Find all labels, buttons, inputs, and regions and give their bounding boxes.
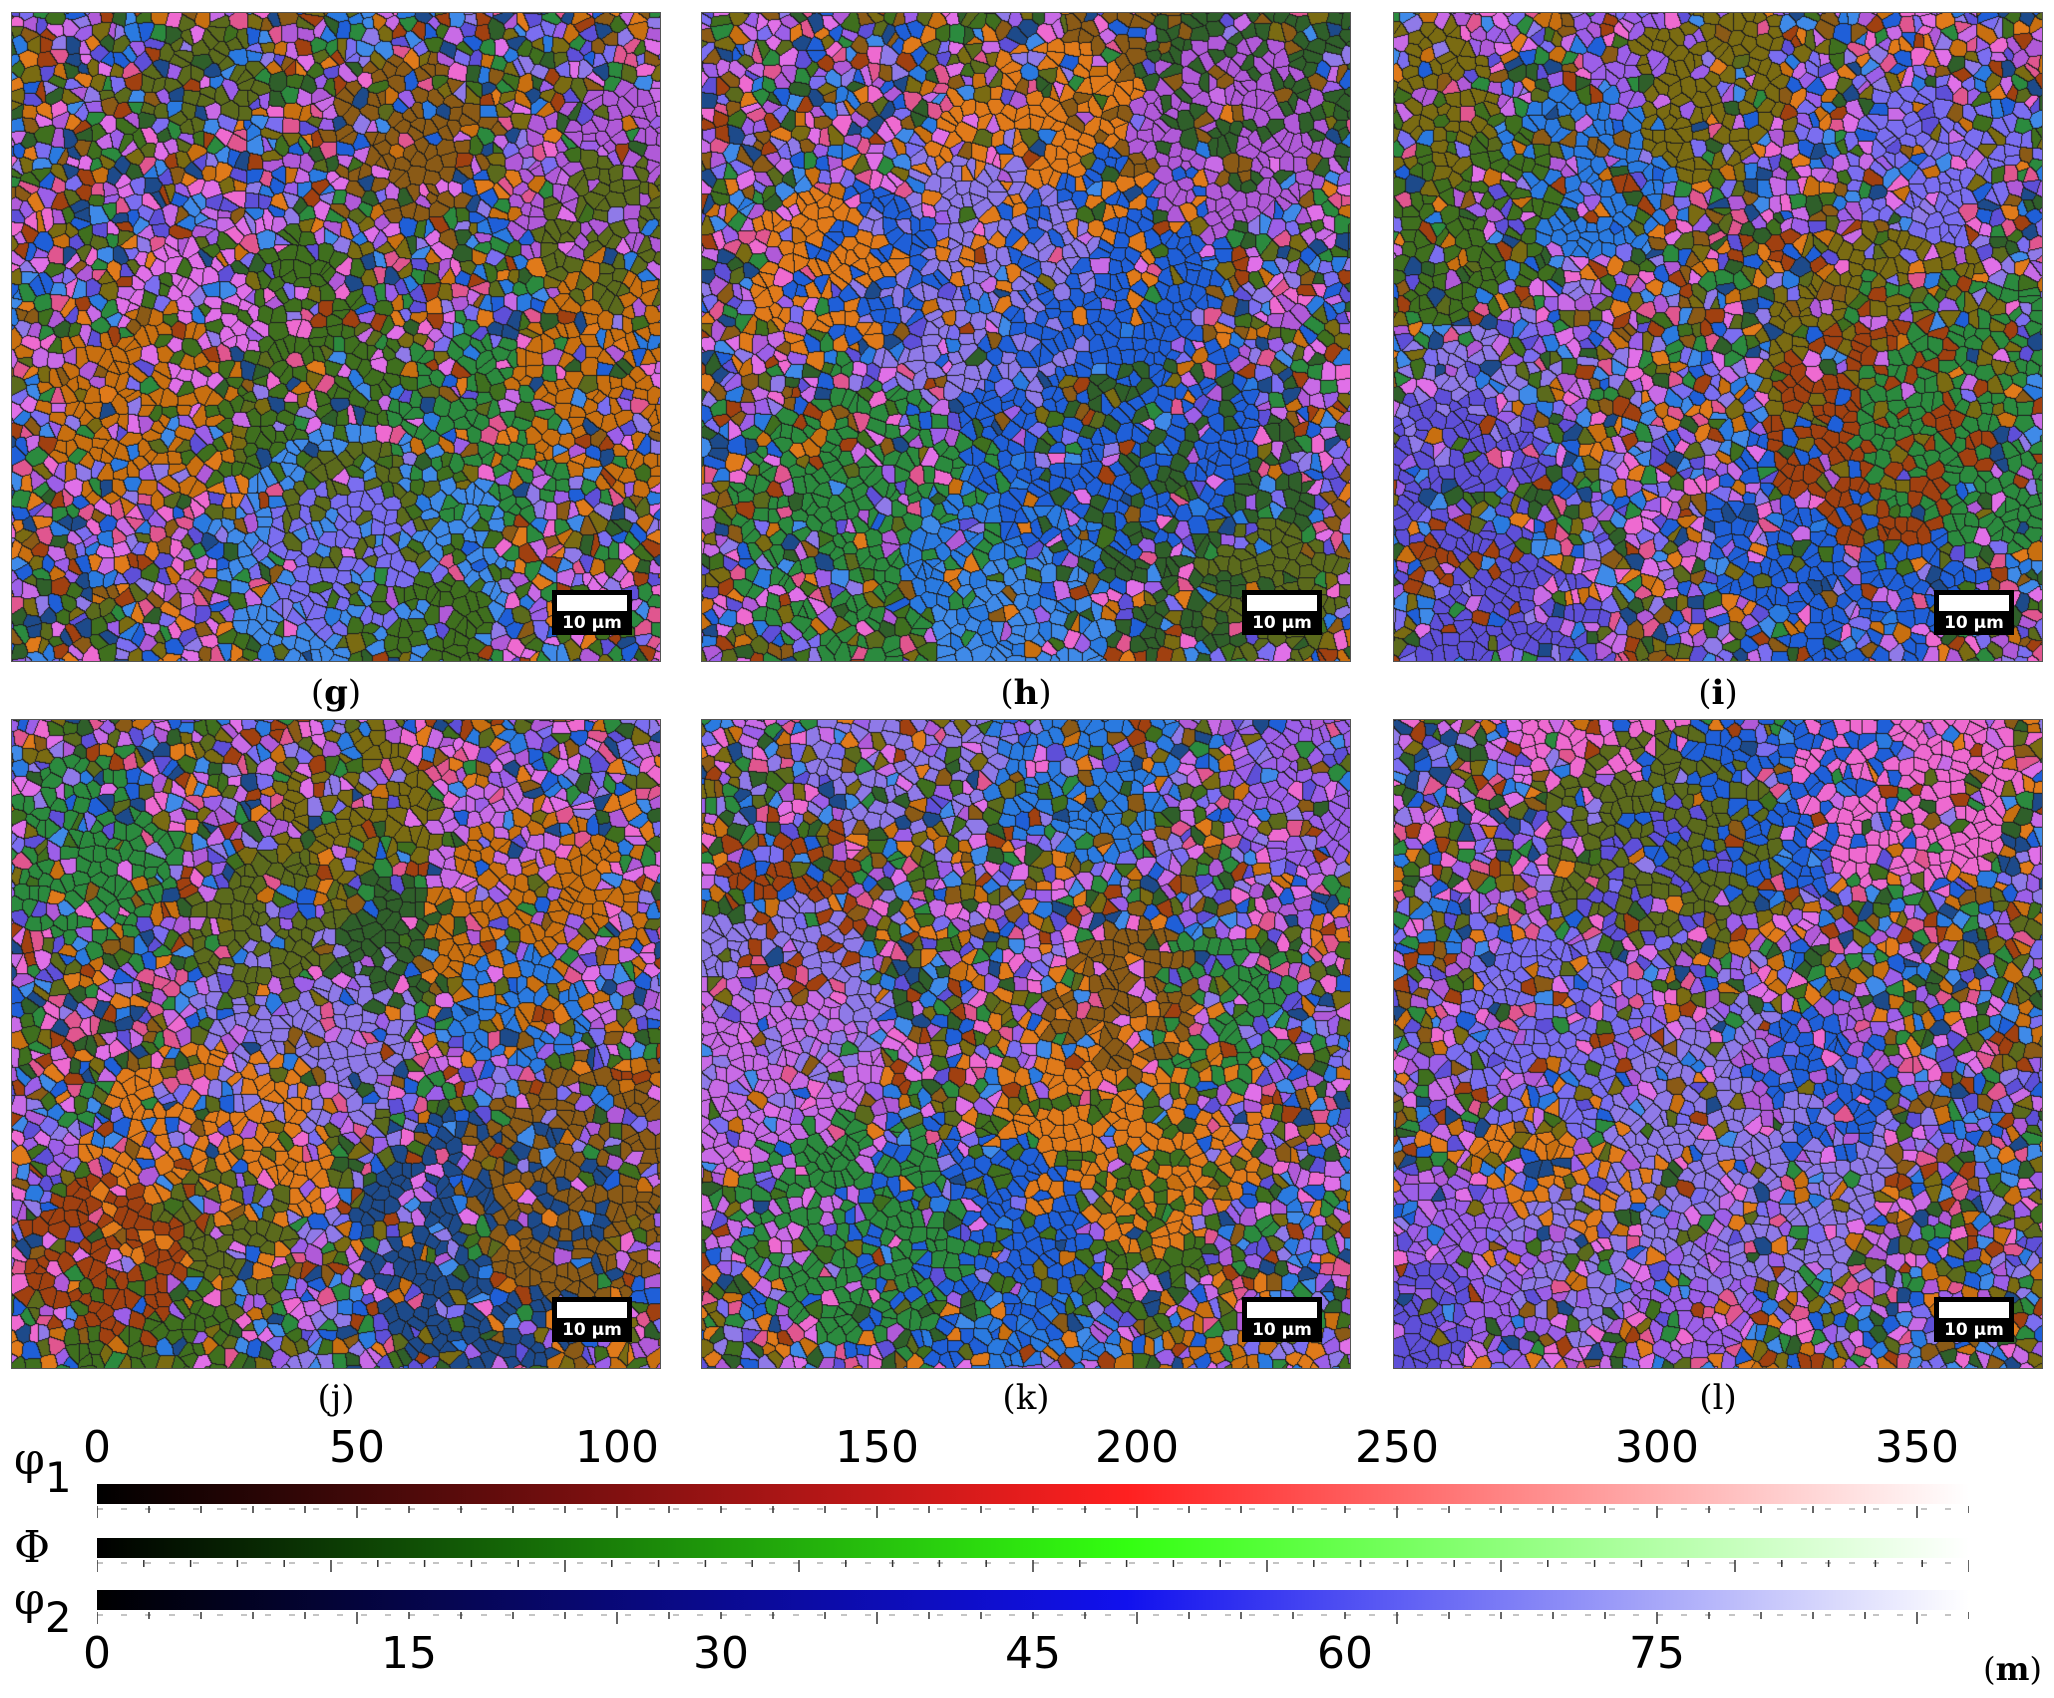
ebsd-map-h: 10 µm (701, 12, 1351, 662)
ebsd-map-l: 10 µm (1393, 719, 2043, 1369)
scale-bar-label: 10 µm (1944, 613, 2004, 633)
euler-angle-legend: φ1 0 50 100 150 200 250 300 350 Φ φ2 0 15 30 45 60 7… (0, 1410, 2054, 1698)
Phi-tick-marks (97, 1560, 1969, 1572)
phi2-tick-marks (97, 1612, 1969, 1624)
tick-label: 15 (381, 1628, 437, 1679)
tick-label: 200 (1095, 1422, 1179, 1473)
tick-label: 150 (835, 1422, 919, 1473)
scale-bar-label: 10 µm (1252, 1320, 1312, 1340)
tick-label: 250 (1355, 1422, 1439, 1473)
tick-label: 45 (1005, 1628, 1061, 1679)
phi1-tick-marks (97, 1506, 1969, 1518)
grain-map-canvas (1394, 13, 2042, 661)
tick-label: 350 (1875, 1422, 1959, 1473)
scale-bar-label: 10 µm (562, 1320, 622, 1340)
ebsd-map-g: 10 µm (11, 12, 661, 662)
panel-label-i: (i) (1698, 673, 1738, 713)
scale-bar: 10 µm (1242, 590, 1322, 635)
scale-bar-label: 10 µm (1944, 1320, 2004, 1340)
ebsd-map-j: 10 µm (11, 719, 661, 1369)
scale-bar-line (1247, 595, 1317, 611)
scale-bar-line (557, 595, 627, 611)
tick-label: 75 (1629, 1628, 1685, 1679)
panel-label-j: (j) (317, 1378, 355, 1418)
tick-label: 0 (83, 1422, 111, 1473)
scale-bar: 10 µm (552, 590, 632, 635)
Phi-color-bar (97, 1538, 1969, 1558)
phi1-symbol: φ1 (14, 1434, 72, 1502)
scale-bar-label: 10 µm (1252, 613, 1312, 633)
scale-bar-line (1939, 595, 2009, 611)
phi2-symbol: φ2 (14, 1574, 72, 1642)
tick-label: 50 (329, 1422, 385, 1473)
tick-label: 0 (83, 1628, 111, 1679)
ebsd-map-k: 10 µm (701, 719, 1351, 1369)
panel-label-h: (h) (1000, 673, 1052, 713)
figure-label-m: (m) (1983, 1650, 2042, 1688)
panel-label-k: (k) (1002, 1378, 1050, 1418)
panel-label-l: (l) (1699, 1378, 1737, 1418)
tick-label: 30 (693, 1628, 749, 1679)
scale-bar-line (1939, 1302, 2009, 1318)
grain-map-canvas (12, 720, 660, 1368)
grain-map-canvas (12, 13, 660, 661)
phi2-color-bar (97, 1590, 1969, 1610)
grain-map-canvas (1394, 720, 2042, 1368)
panel-label-g: (g) (310, 673, 362, 713)
scale-bar: 10 µm (1934, 590, 2014, 635)
grain-map-canvas (702, 720, 1350, 1368)
tick-label: 100 (575, 1422, 659, 1473)
scale-bar-line (557, 1302, 627, 1318)
tick-label: 60 (1317, 1628, 1373, 1679)
scale-bar-line (1247, 1302, 1317, 1318)
scale-bar-label: 10 µm (562, 613, 622, 633)
tick-label: 300 (1615, 1422, 1699, 1473)
grain-map-canvas (702, 13, 1350, 661)
scale-bar: 10 µm (552, 1297, 632, 1342)
ebsd-map-i: 10 µm (1393, 12, 2043, 662)
scale-bar: 10 µm (1242, 1297, 1322, 1342)
phi1-color-bar (97, 1484, 1969, 1504)
scale-bar: 10 µm (1934, 1297, 2014, 1342)
Phi-symbol: Φ (14, 1522, 51, 1573)
